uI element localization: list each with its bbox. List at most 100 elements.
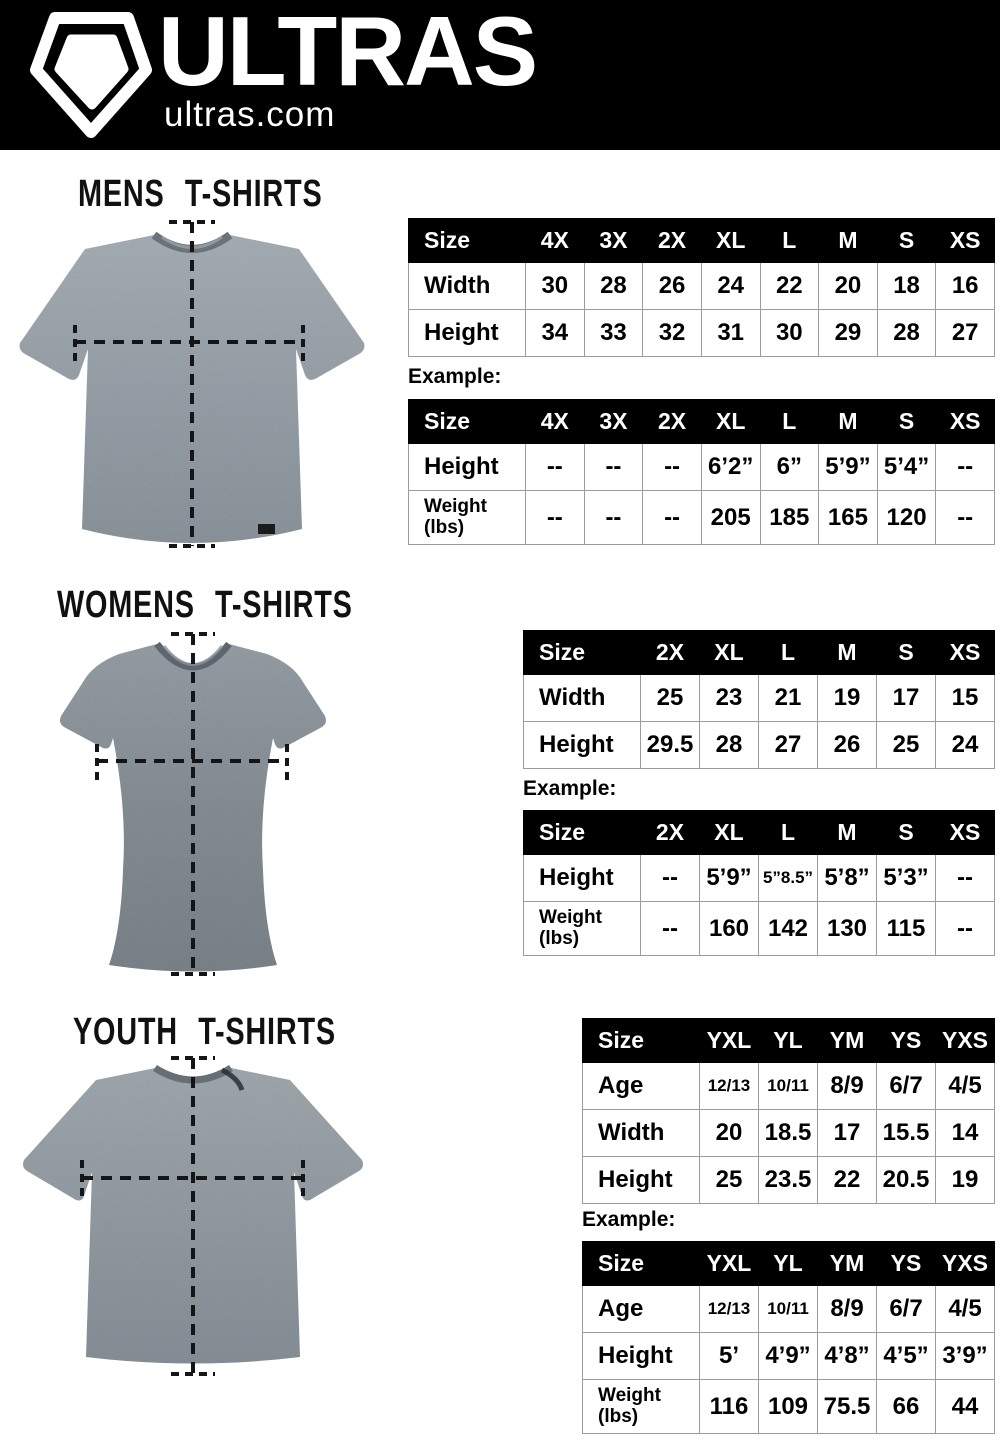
size-column-header: XL bbox=[700, 399, 761, 444]
value-cell: 32 bbox=[642, 309, 702, 357]
value-cell: 25 bbox=[699, 1156, 759, 1204]
value-cell: 23 bbox=[699, 674, 759, 722]
size-column-label: Size bbox=[523, 810, 641, 855]
value-cell: 14 bbox=[935, 1109, 995, 1157]
row-label: Weight (lbs) bbox=[582, 1379, 700, 1434]
value-cell: 19 bbox=[817, 674, 877, 722]
value-cell: 26 bbox=[817, 721, 877, 769]
value-cell: 205 bbox=[700, 490, 761, 545]
value-cell: 115 bbox=[876, 901, 936, 956]
value-cell: -- bbox=[583, 490, 644, 545]
value-cell: 8/9 bbox=[817, 1285, 877, 1333]
size-column-header: YS bbox=[876, 1018, 936, 1063]
value-cell: 116 bbox=[699, 1379, 759, 1434]
value-cell: 6/7 bbox=[876, 1285, 936, 1333]
mens-example-table: Size 4X 3X 2X XL L M S XS Height -- -- -- 6’2” 6” 5’9” 5… bbox=[408, 399, 995, 545]
size-column-header: L bbox=[759, 218, 820, 263]
value-cell: 18.5 bbox=[758, 1109, 818, 1157]
size-column-header: XL bbox=[700, 218, 761, 263]
size-column-header: 2X bbox=[640, 810, 700, 855]
value-cell: 160 bbox=[699, 901, 759, 956]
size-column-header: XS bbox=[935, 399, 995, 444]
value-cell: 4’5” bbox=[876, 1332, 936, 1380]
size-column-header: XL bbox=[699, 810, 759, 855]
size-column-label: Size bbox=[582, 1241, 700, 1286]
value-cell: -- bbox=[935, 901, 995, 956]
size-column-header: 2X bbox=[640, 630, 700, 675]
value-cell: 3’9” bbox=[935, 1332, 995, 1380]
value-cell: 27 bbox=[758, 721, 818, 769]
value-cell: 22 bbox=[759, 262, 820, 310]
value-cell: 17 bbox=[876, 674, 936, 722]
size-column-header: YL bbox=[758, 1241, 818, 1286]
value-cell: 5’ bbox=[699, 1332, 759, 1380]
value-cell: -- bbox=[935, 443, 995, 491]
size-column-header: M bbox=[818, 399, 878, 444]
brand-name: ULTRAS bbox=[158, 0, 538, 106]
size-column-label: Size bbox=[408, 218, 526, 263]
value-cell: -- bbox=[640, 901, 700, 956]
value-cell: 25 bbox=[876, 721, 936, 769]
value-cell: 5’4” bbox=[876, 443, 937, 491]
value-cell: 19 bbox=[935, 1156, 995, 1204]
value-cell: 23.5 bbox=[758, 1156, 818, 1204]
value-cell: 120 bbox=[876, 490, 937, 545]
womens-tshirt-image bbox=[60, 632, 326, 976]
size-column-header: XS bbox=[935, 810, 995, 855]
value-cell: 22 bbox=[817, 1156, 877, 1204]
size-column-header: YL bbox=[758, 1018, 818, 1063]
value-cell: -- bbox=[583, 443, 644, 491]
size-column-header: YXL bbox=[699, 1018, 759, 1063]
row-label: Weight (lbs) bbox=[408, 490, 526, 545]
value-cell: 10/11 bbox=[758, 1062, 818, 1110]
value-cell: 75.5 bbox=[817, 1379, 877, 1434]
youth-example-label: Example: bbox=[582, 1208, 676, 1231]
size-column-header: M bbox=[818, 218, 878, 263]
mens-tshirt-image bbox=[19, 220, 365, 548]
value-cell: 4/5 bbox=[935, 1285, 995, 1333]
size-column-header: 2X bbox=[642, 218, 702, 263]
size-column-header: 2X bbox=[642, 399, 702, 444]
value-cell: 26 bbox=[642, 262, 702, 310]
size-column-header: S bbox=[876, 218, 937, 263]
value-cell: 12/13 bbox=[699, 1285, 759, 1333]
value-cell: 17 bbox=[817, 1109, 877, 1157]
value-cell: 4’9” bbox=[758, 1332, 818, 1380]
value-cell: 21 bbox=[758, 674, 818, 722]
value-cell: 15 bbox=[935, 674, 995, 722]
value-cell: 109 bbox=[758, 1379, 818, 1434]
value-cell: 5”8.5” bbox=[758, 854, 818, 902]
row-label: Weight (lbs) bbox=[523, 901, 641, 956]
value-cell: 28 bbox=[699, 721, 759, 769]
youth-example-table: Size YXL YL YM YS YXS Age 12/13 10/11 8/9 6/7 4/5 He… bbox=[582, 1241, 995, 1434]
value-cell: 25 bbox=[640, 674, 700, 722]
ultras-pentagon-logo-icon bbox=[30, 12, 152, 138]
row-label: Height bbox=[408, 309, 526, 357]
size-column-header: 3X bbox=[583, 218, 644, 263]
size-column-header: L bbox=[758, 630, 818, 675]
value-cell: 130 bbox=[817, 901, 877, 956]
value-cell: 5’9” bbox=[818, 443, 878, 491]
site-url: ultras.com bbox=[164, 95, 336, 134]
size-column-header: 3X bbox=[583, 399, 644, 444]
size-column-header: YM bbox=[817, 1241, 877, 1286]
value-cell: 16 bbox=[935, 262, 995, 310]
value-cell: -- bbox=[640, 854, 700, 902]
site-header: ULTRAS ultras.com bbox=[0, 0, 1000, 150]
value-cell: 18 bbox=[876, 262, 937, 310]
size-column-header: L bbox=[759, 399, 820, 444]
row-label: Height bbox=[582, 1332, 700, 1380]
youth-tshirt-image bbox=[23, 1056, 363, 1376]
size-column-header: YXL bbox=[699, 1241, 759, 1286]
womens-example-label: Example: bbox=[523, 777, 617, 800]
size-column-header: M bbox=[817, 810, 877, 855]
value-cell: 30 bbox=[759, 309, 820, 357]
value-cell: 31 bbox=[700, 309, 761, 357]
size-column-label: Size bbox=[408, 399, 526, 444]
size-column-header: XS bbox=[935, 218, 995, 263]
value-cell: -- bbox=[525, 443, 585, 491]
value-cell: -- bbox=[642, 443, 702, 491]
value-cell: 6” bbox=[759, 443, 820, 491]
value-cell: -- bbox=[935, 854, 995, 902]
